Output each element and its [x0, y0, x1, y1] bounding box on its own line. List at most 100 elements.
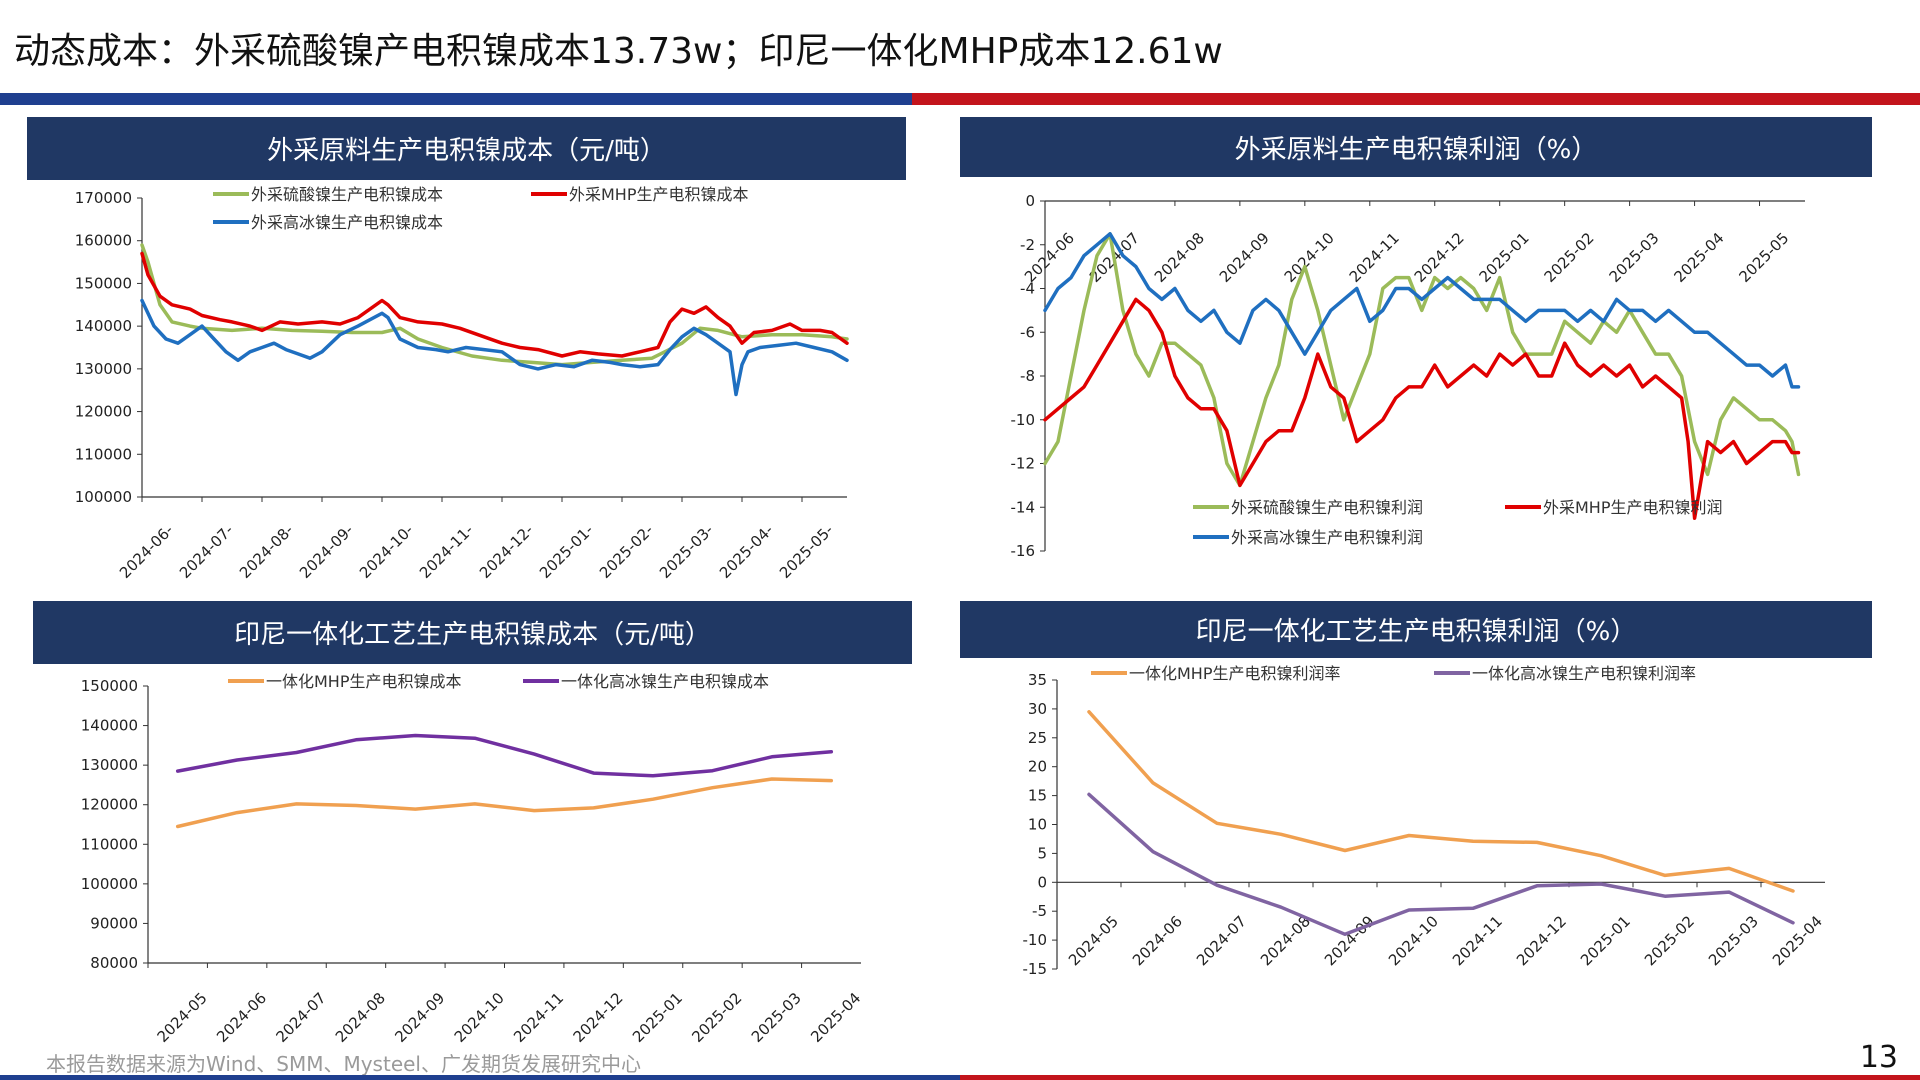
panel-header-4: 印尼一体化工艺生产电积镍利润（%） — [960, 601, 1872, 658]
x-tick-label: 2025-03 — [1606, 229, 1663, 286]
y-tick-label: -15 — [1023, 960, 1048, 978]
source-note: 本报告数据来源为Wind、SMM、Mysteel、广发期货发展研究中心 — [46, 1052, 641, 1076]
x-tick-label: 2024-06 — [213, 989, 270, 1046]
x-tick-label: 2024-08 — [332, 989, 389, 1046]
x-tick-label: 2025-01 — [629, 989, 686, 1046]
x-tick-label: 2024-06- — [116, 521, 177, 582]
legend-label-2: 一体化高冰镍生产电积镍成本 — [561, 672, 769, 691]
x-tick-label: 2024-08 — [1151, 229, 1208, 286]
title-rule-red — [912, 93, 1920, 105]
series-line-1 — [140, 243, 849, 367]
y-tick-label: 100000 — [81, 875, 138, 893]
y-tick-label: 140000 — [75, 317, 132, 335]
x-tick-label: 2024-06 — [1129, 912, 1186, 969]
y-tick-label: 0 — [1025, 192, 1035, 210]
x-tick-label: 2025-03 — [748, 989, 805, 1046]
x-tick-label: 2025-03 — [1705, 912, 1762, 969]
x-tick-label: 2025-01- — [536, 521, 597, 582]
legend-label-3: 外采高冰镍生产电积镍利润 — [1231, 528, 1423, 547]
x-tick-label: 2025-02 — [1641, 912, 1698, 969]
legend-label-2: 外采MHP生产电积镍利润 — [1543, 498, 1723, 517]
page-title: 动态成本：外采硫酸镍产电积镍成本13.73w；印尼一体化MHP成本12.61w — [14, 31, 1223, 72]
y-tick-label: 20 — [1028, 758, 1047, 776]
x-tick-label: 2025-02 — [688, 989, 745, 1046]
y-tick-label: 100000 — [75, 488, 132, 506]
y-tick-label: -16 — [1011, 542, 1036, 560]
x-tick-label: 2025-02 — [1541, 229, 1598, 286]
legend-label-1: 一体化MHP生产电积镍成本 — [266, 672, 462, 691]
footer-rule-red — [960, 1075, 1920, 1080]
y-tick-label: 110000 — [75, 445, 132, 463]
y-tick-label: -8 — [1020, 367, 1035, 385]
y-tick-label: -5 — [1032, 902, 1047, 920]
series-line-1 — [175, 777, 834, 829]
y-tick-label: 140000 — [81, 717, 138, 735]
x-tick-label: 2024-12 — [1513, 912, 1570, 969]
x-tick-label: 2024-05 — [1065, 912, 1122, 969]
y-tick-label: 80000 — [90, 954, 138, 972]
series-line-3 — [1043, 232, 1801, 389]
series-line-2 — [1087, 792, 1795, 937]
y-tick-label: 10 — [1028, 816, 1047, 834]
series-line-2 — [1043, 297, 1801, 520]
y-tick-label: 120000 — [81, 796, 138, 814]
x-tick-label: 2024-10- — [356, 521, 417, 582]
x-tick-label: 2024-12 — [570, 989, 627, 1046]
x-tick-label: 2025-02- — [596, 521, 657, 582]
legend-label-2: 外采MHP生产电积镍成本 — [569, 185, 749, 204]
x-tick-label: 2024-07 — [1193, 912, 1250, 969]
panel-header-1: 外采原料生产电积镍成本（元/吨） — [27, 117, 906, 180]
series-line-1 — [1087, 710, 1795, 893]
legend-label-2: 一体化高冰镍生产电积镍利润率 — [1472, 664, 1696, 683]
y-tick-label: 35 — [1028, 671, 1047, 689]
page-number: 13 — [1859, 1040, 1898, 1075]
y-tick-label: 130000 — [75, 360, 132, 378]
y-tick-label: 30 — [1028, 700, 1047, 718]
y-tick-label: 0 — [1037, 873, 1047, 891]
y-tick-label: 170000 — [75, 189, 132, 207]
y-tick-label: -10 — [1023, 931, 1048, 949]
x-tick-label: 2025-05- — [776, 521, 837, 582]
legend-label-3: 外采高冰镍生产电积镍成本 — [251, 213, 443, 232]
y-tick-label: 160000 — [75, 232, 132, 250]
y-tick-label: 150000 — [75, 274, 132, 292]
x-tick-label: 2024-11- — [416, 521, 477, 582]
y-tick-label: -2 — [1020, 236, 1035, 254]
x-tick-label: 2025-05 — [1735, 229, 1792, 286]
legend-label-1: 外采硫酸镍生产电积镍利润 — [1231, 498, 1423, 517]
y-tick-label: -12 — [1011, 455, 1036, 473]
y-tick-label: 15 — [1028, 787, 1047, 805]
x-tick-label: 2024-05 — [154, 989, 211, 1046]
y-tick-label: -6 — [1020, 323, 1035, 341]
panel-header-2: 外采原料生产电积镍利润（%） — [960, 117, 1872, 177]
y-tick-label: -4 — [1020, 280, 1035, 298]
x-tick-label: 2025-04 — [1769, 912, 1826, 969]
y-tick-label: 120000 — [75, 403, 132, 421]
x-tick-label: 2024-07- — [176, 521, 237, 582]
x-tick-label: 2025-01 — [1577, 912, 1634, 969]
y-tick-label: 130000 — [81, 756, 138, 774]
x-tick-label: 2024-09 — [1321, 912, 1378, 969]
legend-label-1: 一体化MHP生产电积镍利润率 — [1129, 664, 1341, 683]
y-tick-label: 90000 — [90, 914, 138, 932]
x-tick-label: 2025-04 — [807, 989, 864, 1046]
y-tick-label: 150000 — [81, 677, 138, 695]
x-tick-label: 2024-10 — [451, 989, 508, 1046]
x-tick-label: 2024-09 — [391, 989, 448, 1046]
series-line-3 — [140, 298, 849, 397]
x-tick-label: 2025-04 — [1671, 229, 1728, 286]
x-tick-label: 2024-10 — [1385, 912, 1442, 969]
chart-cost-indonesia: 150000 140000 130000 120000 110000 100000 9000… — [81, 672, 865, 1046]
legend-label-1: 外采硫酸镍生产电积镍成本 — [251, 185, 443, 204]
x-tick-label: 2024-09- — [296, 521, 357, 582]
x-tick-label: 2024-11 — [510, 989, 567, 1046]
x-tick-label: 2024-08 — [1257, 912, 1314, 969]
title-rule-blue — [0, 93, 912, 105]
x-tick-label: 2024-07 — [272, 989, 329, 1046]
x-tick-label: 2024-08- — [236, 521, 297, 582]
x-tick-label: 2025-03- — [656, 521, 717, 582]
x-tick-label: 2024-11 — [1449, 912, 1506, 969]
y-tick-label: 25 — [1028, 729, 1047, 747]
